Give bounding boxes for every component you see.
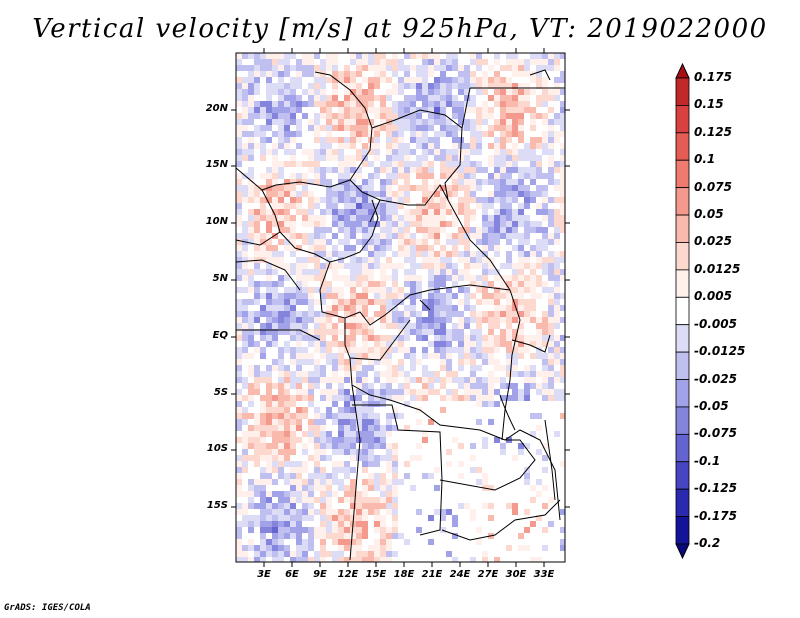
colorbar-bin (675, 488, 690, 517)
colorbar-bin (675, 324, 690, 353)
plot-frame (235, 52, 566, 563)
axis-ticks (231, 48, 570, 567)
lon-label: 6E (285, 569, 299, 580)
velocity-field (236, 53, 565, 562)
lat-label: 5S (213, 387, 228, 398)
colorbar-label: 0.025 (694, 234, 732, 249)
grads-credit: GrADS: IGES/COLA (4, 603, 91, 613)
colorbar-label: -0.005 (694, 316, 737, 331)
colorbar-arrow-up (675, 62, 690, 79)
lon-label: 27E (477, 569, 499, 580)
country-borders (236, 69, 565, 561)
colorbar-bin (675, 296, 690, 326)
colorbar-label: 0.1 (694, 152, 716, 167)
lon-label: 9E (313, 569, 327, 580)
colorbar-label: 0.005 (694, 289, 732, 304)
colorbar-label: 0.075 (694, 179, 732, 194)
lat-label: 10S (206, 443, 228, 454)
colorbar-label: -0.2 (694, 536, 721, 550)
lat-label: 20N (205, 103, 228, 114)
lon-label: 3E (257, 569, 271, 580)
colorbar-label: -0.075 (694, 426, 737, 441)
lon-label: 12E (337, 569, 359, 580)
colorbar-label: 0.15 (694, 97, 724, 112)
lat-label: 15S (206, 500, 228, 511)
colorbar-label: 0.125 (694, 124, 732, 139)
lat-label: EQ (212, 330, 228, 341)
colorbar-bin (675, 77, 690, 106)
colorbar-arrow-down (675, 543, 690, 560)
colorbar-bin (675, 351, 690, 380)
colorbar-bin (675, 516, 690, 545)
colorbar-label: -0.1 (694, 453, 721, 468)
colorbar-label: 0.0125 (694, 261, 741, 276)
colorbar (675, 62, 690, 560)
colorbar-label: -0.125 (694, 481, 737, 496)
colorbar-bin (675, 132, 690, 161)
colorbar-bin (675, 242, 690, 271)
colorbar-bin (675, 187, 690, 216)
lon-label: 30E (505, 569, 527, 580)
lat-label: 15N (205, 159, 228, 170)
colorbar-label: -0.025 (694, 371, 737, 386)
colorbar-bin (675, 214, 690, 243)
colorbar-label: 0.05 (694, 207, 724, 222)
colorbar-label: -0.0125 (694, 344, 746, 359)
colorbar-bin (675, 159, 690, 189)
map-title: Vertical velocity [m/s] at 925hPa, VT: 2… (32, 14, 768, 44)
lon-label: 24E (449, 569, 471, 580)
colorbar-bin (675, 406, 690, 435)
colorbar-bin (675, 461, 690, 490)
lon-label: 33E (533, 569, 555, 580)
colorbar-label: -0.175 (694, 508, 737, 523)
colorbar-bin (675, 105, 690, 134)
colorbar-label: 0.175 (694, 70, 732, 84)
colorbar-bin (675, 379, 690, 408)
lon-label: 21E (421, 569, 443, 580)
lat-label: 10N (205, 216, 228, 227)
lon-label: 18E (393, 569, 415, 580)
lon-label: 15E (365, 569, 387, 580)
colorbar-bin (675, 433, 690, 463)
colorbar-bin (675, 269, 690, 298)
lat-label: 5N (212, 273, 228, 284)
colorbar-label: -0.05 (694, 398, 729, 413)
